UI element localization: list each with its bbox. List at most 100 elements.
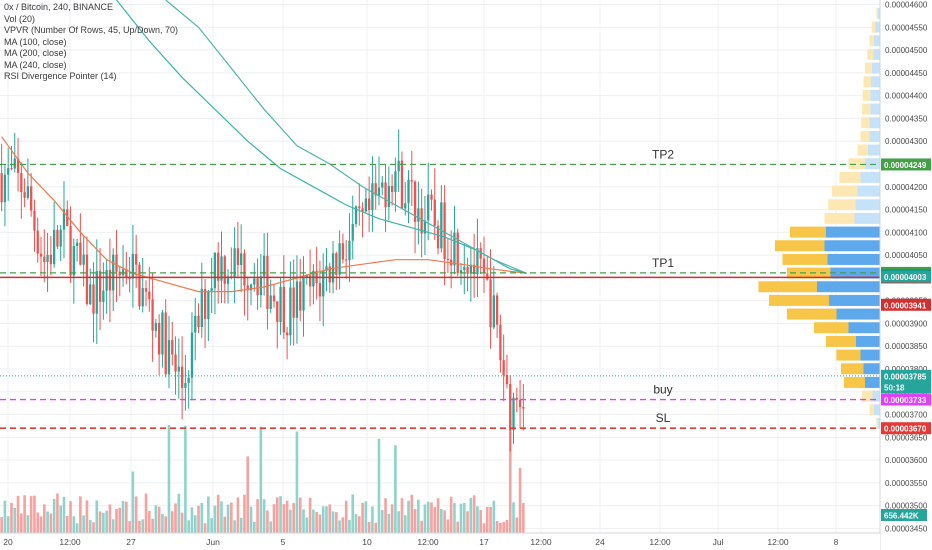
volume-bar: [292, 503, 295, 533]
volume-profile-up: [826, 335, 856, 347]
volume-bar: [210, 518, 213, 533]
candle-body: [440, 202, 443, 249]
volume-bar: [13, 508, 17, 533]
time-tick-label: 5: [281, 537, 286, 547]
legend-indicator-vpvr[interactable]: VPVR (Number Of Rows, 45, Up/Down, 70): [4, 25, 179, 35]
candle-body: [367, 198, 371, 211]
volume-bar: [92, 522, 95, 533]
volume-profile-up: [832, 185, 858, 197]
candle-body: [98, 271, 102, 302]
price-tick-label: 0.00004050: [885, 251, 928, 260]
price-tag-extra-1: 0.00004003: [884, 273, 927, 282]
volume-profile-up: [782, 253, 828, 265]
volume-bar: [305, 517, 309, 533]
volume-profile-down: [836, 308, 880, 320]
volume-bar: [417, 499, 420, 533]
candle-body: [26, 186, 30, 198]
candle-body: [226, 276, 230, 284]
volume-bar: [479, 510, 483, 533]
price-tick-label: 0.00003850: [885, 342, 928, 351]
candle-body: [522, 407, 525, 409]
volume-profile-up: [867, 48, 874, 60]
volume-bar: [341, 517, 345, 533]
volume-bar: [174, 503, 177, 533]
volume-profile-down: [873, 48, 880, 60]
volume-bar: [249, 506, 253, 533]
legend-indicator-ma100[interactable]: MA (100, close): [4, 36, 67, 47]
time-tick-label: 27: [126, 537, 136, 547]
candle-body: [377, 187, 381, 196]
volume-bar: [420, 520, 423, 533]
candle-body: [33, 210, 36, 231]
volume-bar: [397, 511, 400, 533]
volume-bar: [315, 511, 318, 533]
time-tick-label: Jul: [713, 537, 724, 547]
candle-body: [335, 253, 338, 275]
volume-bar: [413, 509, 417, 533]
volume-bar: [161, 513, 164, 533]
volume-bar: [472, 495, 476, 533]
candle-body: [276, 301, 279, 322]
time-tick-label: 17: [479, 537, 489, 547]
legend-indicator-ma240[interactable]: MA (240, close): [4, 59, 67, 70]
price-tick-label: 0.00003650: [885, 433, 928, 442]
volume-profile-down: [856, 335, 880, 347]
volume-bar: [85, 500, 89, 533]
volume-bar: [36, 512, 40, 533]
candle-body: [92, 284, 95, 314]
volume-bar: [200, 502, 204, 533]
candle-body: [36, 230, 39, 254]
volume-bar: [184, 425, 187, 533]
candle-body: [236, 248, 240, 265]
candle-body: [472, 264, 476, 275]
candle-body: [459, 270, 463, 274]
candle-body: [509, 384, 512, 431]
volume-bar: [433, 506, 437, 533]
volume-profile-up: [861, 117, 870, 129]
legend-indicator-vol[interactable]: Vol (20): [4, 13, 36, 24]
volume-bar: [459, 503, 463, 533]
candle-body: [482, 258, 486, 274]
candle-body: [299, 281, 302, 311]
volume-bar: [39, 516, 43, 533]
volume-bars: [0, 419, 525, 533]
candle-body: [430, 194, 433, 200]
candle-body: [220, 256, 223, 281]
volume-bar: [164, 516, 168, 533]
candle-body: [13, 158, 16, 169]
volume-profile-up: [828, 199, 856, 211]
price-tag-sl-bg: [881, 422, 931, 435]
candle-body: [404, 203, 407, 209]
volume-bar: [3, 500, 7, 533]
candle-body: [285, 332, 289, 336]
volume-bar: [272, 504, 276, 533]
volume-bar: [111, 519, 115, 533]
candle-body: [167, 340, 171, 375]
candle-body: [125, 269, 128, 278]
legend-indicator-ma200[interactable]: MA (200, close): [4, 48, 67, 58]
volume-profile-down: [855, 199, 880, 211]
volume-profile-down: [817, 281, 880, 293]
moving-averages: [1, 0, 527, 293]
candle-body: [151, 299, 154, 331]
volume-profile-up: [869, 35, 874, 47]
volume-bar: [312, 509, 315, 533]
volume-profile-up: [862, 89, 871, 101]
candle-body: [341, 243, 345, 260]
volume-bar: [522, 503, 525, 533]
price-tick-label: 0.00003800: [885, 365, 928, 374]
volume-bar: [338, 520, 341, 533]
candle-body: [374, 183, 377, 196]
legend-indicator-rsi[interactable]: RSI Divergence Pointer (14): [4, 71, 117, 81]
volume-bar: [295, 431, 299, 533]
volume-bar: [449, 496, 453, 533]
candle-body: [358, 206, 361, 209]
price-axis: 0.00004600 0.00004550 0.00004500 0.00004450…: [879, 0, 932, 550]
volume-bar: [485, 506, 489, 533]
candle-body: [505, 375, 509, 385]
price-tag-sl: 0.00003670: [884, 425, 927, 434]
volume-bar: [203, 523, 207, 533]
volume-bar: [390, 504, 394, 533]
price-tag-extra-3: 0.00003785: [884, 372, 927, 381]
